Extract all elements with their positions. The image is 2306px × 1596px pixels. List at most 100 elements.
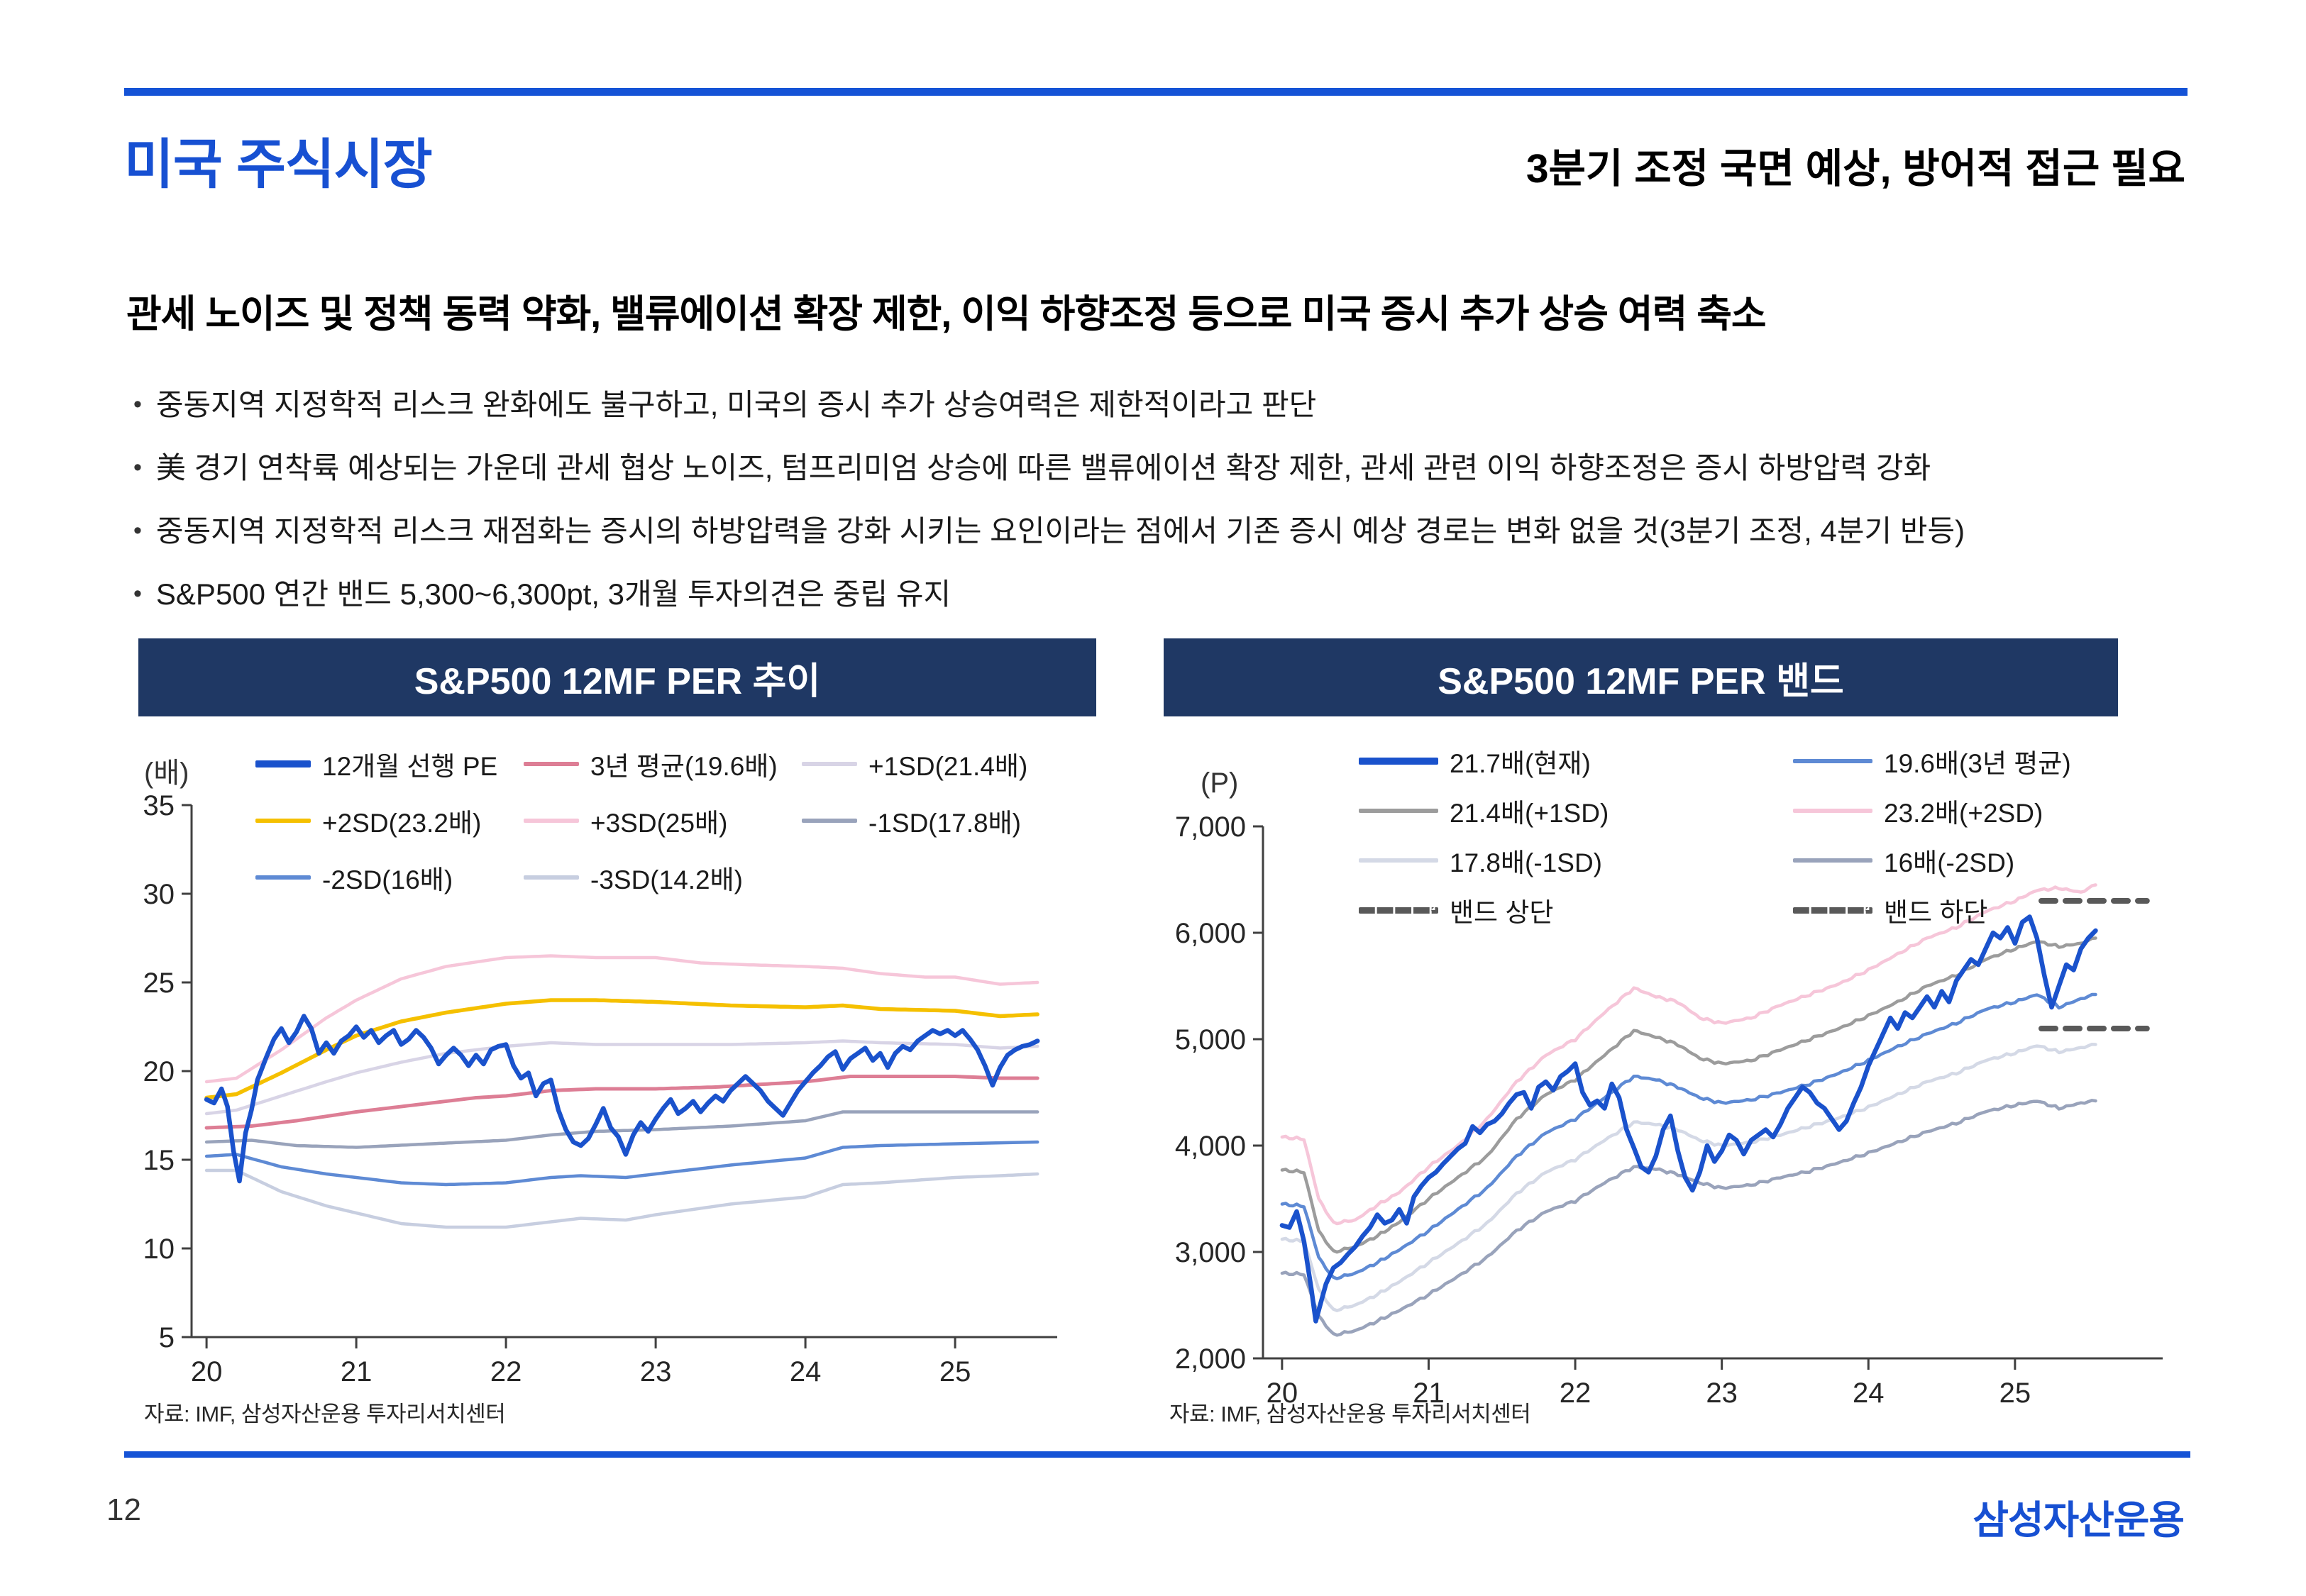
top-divider bbox=[124, 88, 2188, 96]
legend-label: 3년 평균(19.6배) bbox=[590, 752, 778, 781]
line-chart-per-trend: 5 10 15 20 25 30 35 20 21 22 23 24 25 (배) bbox=[143, 758, 1057, 1387]
svg-text:10: 10 bbox=[143, 1234, 175, 1265]
legend-item: +3SD(25배) bbox=[524, 802, 802, 840]
line-swatch bbox=[255, 875, 311, 880]
legend-label: +3SD(25배) bbox=[590, 809, 728, 838]
series-line bbox=[1280, 883, 2097, 1226]
page-title: 미국 주식시장 bbox=[124, 135, 433, 195]
line-swatch bbox=[1359, 809, 1438, 813]
line-swatch bbox=[1359, 758, 1438, 765]
legend-item: 밴드 상단 bbox=[1359, 891, 1793, 929]
line-swatch bbox=[1793, 759, 1872, 763]
legend-item: 12개월 선행 PE bbox=[255, 745, 524, 783]
svg-text:25: 25 bbox=[939, 1356, 971, 1387]
line-chart-per-band: 2,000 3,000 4,000 5,000 6,000 7,000 20 21 22 23 24… bbox=[1175, 767, 2163, 1409]
line-swatch bbox=[524, 762, 579, 766]
legend-label: 12개월 선행 PE bbox=[322, 752, 498, 781]
svg-text:23: 23 bbox=[640, 1356, 672, 1387]
bullet-item: 중동지역 지정학적 리스크 완화에도 불구하고, 미국의 증시 추가 상승여력은… bbox=[133, 375, 1965, 438]
section-heading: 관세 노이즈 및 정책 동력 약화, 밸류에이션 확장 제한, 이익 하향조정 … bbox=[126, 293, 1767, 336]
legend-label: 17.8배(-1SD) bbox=[1450, 848, 1602, 877]
legend-item: 21.4배(+1SD) bbox=[1359, 792, 1793, 830]
line-swatch bbox=[1359, 858, 1438, 863]
source-note: 자료: IMF, 삼성자산운용 투자리서치센터 bbox=[144, 1402, 506, 1426]
line-swatch bbox=[255, 760, 311, 767]
series-line bbox=[1280, 936, 2097, 1254]
svg-text:22: 22 bbox=[490, 1356, 522, 1387]
company-logo: 삼성자산운용 bbox=[1973, 1498, 2185, 1542]
svg-text:35: 35 bbox=[143, 790, 175, 821]
bullet-item: 중동지역 지정학적 리스크 재점화는 증시의 하방압력을 강화 시키는 요인이라… bbox=[133, 501, 1965, 564]
chart-legend: 12개월 선행 PE 3년 평균(19.6배) +1SD(21.4배) +2SD(23… bbox=[255, 745, 1027, 897]
legend-item: -2SD(16배) bbox=[255, 858, 524, 897]
svg-text:20: 20 bbox=[143, 1056, 175, 1087]
line-swatch bbox=[255, 819, 311, 823]
legend-label: 21.4배(+1SD) bbox=[1450, 799, 1609, 828]
series-line bbox=[204, 1168, 1039, 1229]
legend-item: 밴드 하단 bbox=[1793, 891, 2071, 929]
svg-text:25: 25 bbox=[143, 968, 175, 999]
chart-title: S&P500 12MF PER 밴드 bbox=[1438, 660, 1844, 702]
legend-label: 밴드 하단 bbox=[1884, 898, 1988, 927]
legend-item: +2SD(23.2배) bbox=[255, 802, 524, 840]
chart-title-bar: S&P500 12MF PER 밴드 bbox=[1164, 638, 2118, 716]
chart-panel-per-band: S&P500 12MF PER 밴드 21.7배(현재) 21.4배(+1SD) 1… bbox=[1164, 638, 2171, 1447]
svg-text:2,000: 2,000 bbox=[1175, 1343, 1246, 1375]
series-line bbox=[1279, 914, 2098, 1324]
legend-label: 16배(-2SD) bbox=[1884, 848, 2015, 877]
legend-item: 21.7배(현재) bbox=[1359, 742, 1793, 780]
svg-text:5,000: 5,000 bbox=[1175, 1024, 1246, 1055]
bullet-list: 중동지역 지정학적 리스크 완화에도 불구하고, 미국의 증시 추가 상승여력은… bbox=[133, 375, 1965, 627]
legend-item: 19.6배(3년 평균) bbox=[1793, 742, 2071, 780]
chart-panel-per-trend: S&P500 12MF PER 추이 12개월 선행 PE 3년 평균(19.6배… bbox=[138, 638, 1096, 1447]
series-line bbox=[204, 1014, 1040, 1184]
svg-text:30: 30 bbox=[143, 879, 175, 910]
svg-text:24: 24 bbox=[790, 1356, 822, 1387]
legend-item: 3년 평균(19.6배) bbox=[524, 745, 802, 783]
page-number: 12 bbox=[106, 1492, 141, 1527]
series-line bbox=[204, 1039, 1039, 1116]
svg-text:6,000: 6,000 bbox=[1175, 918, 1246, 949]
svg-text:7,000: 7,000 bbox=[1175, 811, 1246, 843]
header-subtitle: 3분기 조정 국면 예상, 방어적 접근 필요 bbox=[1526, 146, 2185, 192]
bullet-item: 美 경기 연착륙 예상되는 가운데 관세 협상 노이즈, 텀프리미엄 상승에 따… bbox=[133, 438, 1965, 501]
line-swatch bbox=[802, 819, 857, 823]
legend-label: +1SD(21.4배) bbox=[868, 752, 1028, 781]
svg-text:3,000: 3,000 bbox=[1175, 1237, 1246, 1268]
series-line bbox=[204, 1110, 1039, 1149]
legend-item: +1SD(21.4배) bbox=[802, 745, 1027, 783]
legend-item: -1SD(17.8배) bbox=[802, 802, 1027, 840]
source-note: 자료: IMF, 삼성자산운용 투자리서치센터 bbox=[1169, 1402, 1531, 1426]
legend-item: -3SD(14.2배) bbox=[524, 858, 802, 897]
series-line bbox=[1280, 992, 2097, 1280]
dashed-line-swatch bbox=[1793, 907, 1872, 914]
chart-title-bar: S&P500 12MF PER 추이 bbox=[138, 638, 1096, 716]
chart-title: S&P500 12MF PER 추이 bbox=[414, 660, 821, 702]
footer-divider bbox=[124, 1451, 2190, 1458]
legend-label: 19.6배(3년 평균) bbox=[1884, 749, 2071, 778]
legend-label: -3SD(14.2배) bbox=[590, 865, 743, 894]
line-swatch bbox=[802, 762, 857, 766]
svg-text:4,000: 4,000 bbox=[1175, 1131, 1246, 1162]
series-line bbox=[204, 1075, 1039, 1130]
chart-legend: 21.7배(현재) 21.4배(+1SD) 17.8배(-1SD) 밴드 상단 19.6… bbox=[1359, 742, 2071, 929]
svg-text:21: 21 bbox=[341, 1356, 372, 1387]
dashed-line-swatch bbox=[1359, 907, 1438, 914]
legend-item: 23.2배(+2SD) bbox=[1793, 792, 2071, 830]
svg-text:23: 23 bbox=[1706, 1378, 1738, 1409]
series-line bbox=[204, 954, 1039, 1084]
legend-item: 16배(-2SD) bbox=[1793, 841, 2071, 880]
svg-text:22: 22 bbox=[1560, 1378, 1591, 1409]
svg-text:25: 25 bbox=[1999, 1378, 2031, 1409]
line-swatch bbox=[524, 875, 579, 880]
svg-text:5: 5 bbox=[159, 1322, 175, 1353]
svg-text:21: 21 bbox=[1413, 1378, 1445, 1409]
svg-text:(P): (P) bbox=[1201, 767, 1238, 799]
svg-text:15: 15 bbox=[143, 1145, 175, 1176]
line-swatch bbox=[524, 819, 579, 823]
bullet-item: S&P500 연간 밴드 5,300~6,300pt, 3개월 투자의견은 중립… bbox=[133, 564, 1965, 627]
svg-text:20: 20 bbox=[191, 1356, 223, 1387]
svg-text:(배): (배) bbox=[144, 758, 189, 789]
svg-text:20: 20 bbox=[1267, 1378, 1298, 1409]
